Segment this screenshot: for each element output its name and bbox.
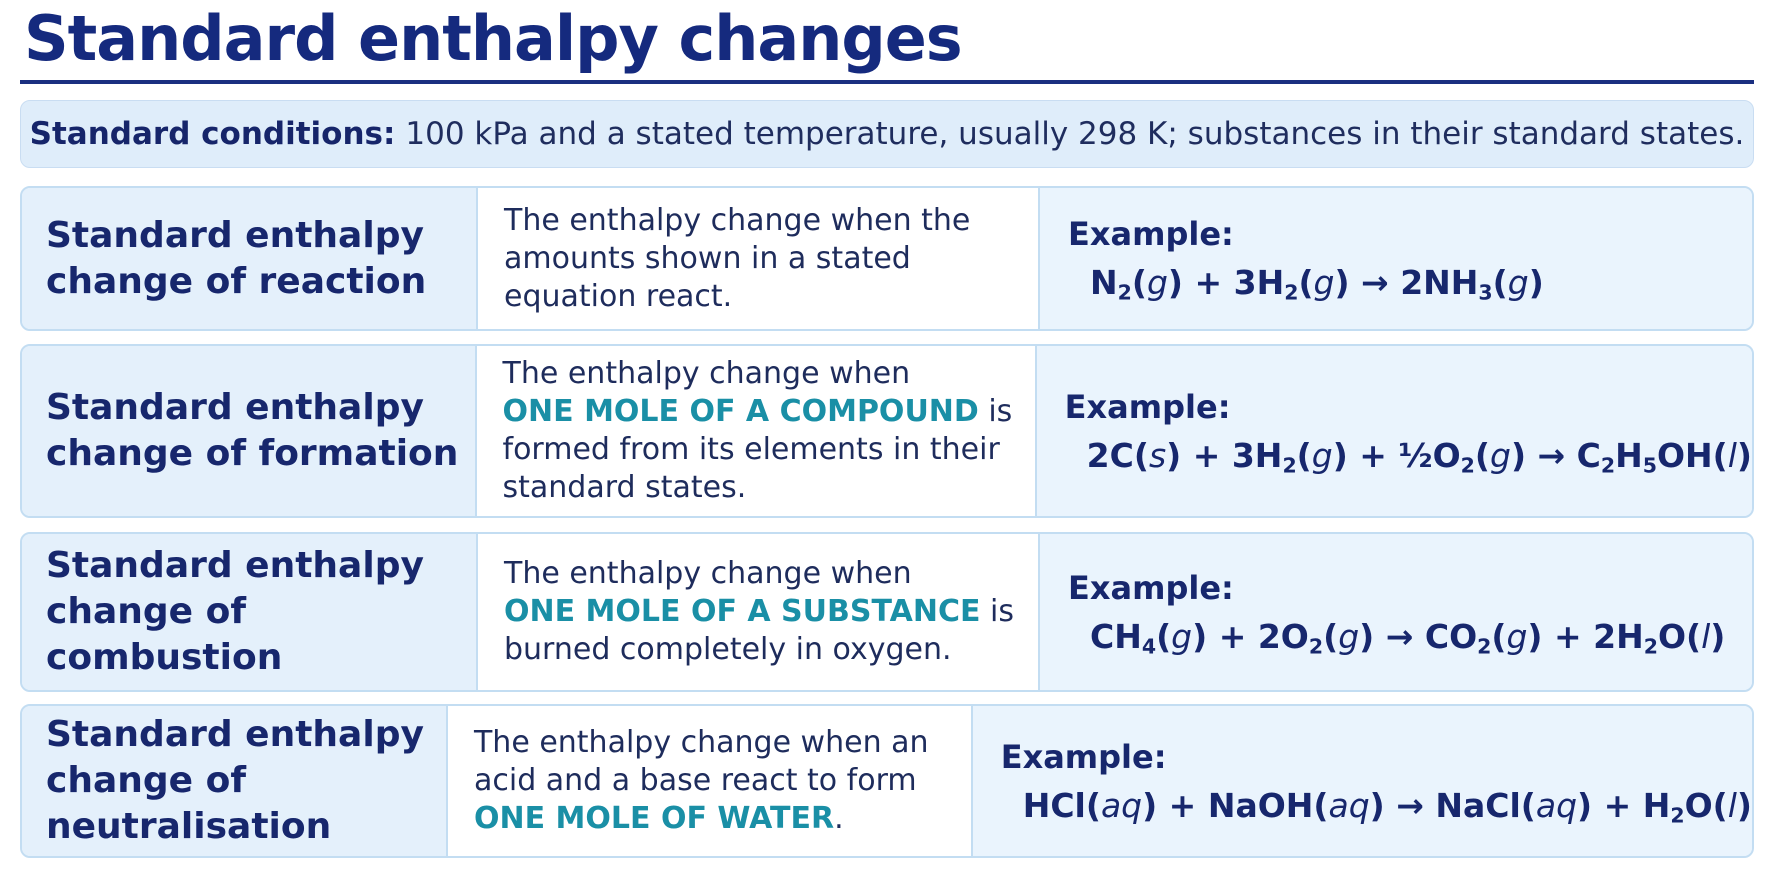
definition-text: is <box>980 594 1014 629</box>
definition-line: formed from its elements in their <box>502 432 1000 467</box>
example-label: Example: <box>1068 568 1234 607</box>
definition-line: The enthalpy change when <box>504 556 912 591</box>
definition-line: The enthalpy change when an <box>473 725 929 760</box>
example-label: Example: <box>1000 737 1167 776</box>
term-line: change of formation <box>46 433 459 474</box>
definition-line: ONE MOLE OF A SUBSTANCE is <box>504 593 1038 631</box>
definition-cell: The enthalpy change when an acid and a b… <box>447 706 973 856</box>
definition-text: . <box>834 801 844 836</box>
definition-line: amounts shown in a stated <box>504 240 911 276</box>
example-equation: CH4(g) + 2O2(g) → CO2(g) + 2H2O(l) <box>1090 616 1726 659</box>
definition-line: The enthalpy change when the <box>504 202 971 238</box>
definition-line: ONE MOLE OF A COMPOUND is <box>503 393 1035 431</box>
definition-line: equation react. <box>504 278 733 314</box>
definition-text: is <box>978 394 1013 429</box>
title-underline <box>20 80 1754 84</box>
definition-line: standard states. <box>502 470 747 505</box>
term-cell: Standard enthalpy change of reaction <box>22 188 478 329</box>
row-reaction: Standard enthalpy change of reaction The… <box>20 186 1754 331</box>
term-cell: Standard enthalpy change of formation <box>22 346 477 516</box>
definition-line: acid and a base react to form <box>473 763 917 798</box>
definition-line: burned completely in oxygen. <box>504 632 952 667</box>
definition-line: The enthalpy change when <box>502 356 911 391</box>
highlight-text: ONE MOLE OF A SUBSTANCE <box>504 594 981 629</box>
standard-conditions-banner: Standard conditions: 100 kPa and a state… <box>20 100 1754 168</box>
row-formation: Standard enthalpy change of formation Th… <box>20 344 1754 518</box>
term-line: change of combustion <box>46 591 283 678</box>
example-cell: Example: 2C(s) + 3H2(g) + ½O2(g) → C2H5O… <box>1036 346 1752 516</box>
term-line: Standard enthalpy <box>46 387 424 428</box>
conditions-text: 100 kPa and a stated temperature, usuall… <box>405 116 1745 152</box>
term-line: Standard enthalpy <box>46 714 424 755</box>
example-cell: Example: HCl(aq) + NaOH(aq) → NaCl(aq) +… <box>972 706 1752 856</box>
row-neutralisation: Standard enthalpy change of neutralisati… <box>20 704 1754 858</box>
example-cell: Example: CH4(g) + 2O2(g) → CO2(g) + 2H2O… <box>1040 534 1752 690</box>
example-equation: 2C(s) + 3H2(g) + ½O2(g) → C2H5OH(l) <box>1086 435 1752 478</box>
highlight-text: ONE MOLE OF A COMPOUND <box>502 394 979 429</box>
example-label: Example: <box>1064 387 1231 426</box>
example-equation: N2(g) + 3H2(g) → 2NH3(g) <box>1090 263 1544 305</box>
definition-cell: The enthalpy change when ONE MOLE OF A C… <box>476 346 1037 516</box>
example-equation: HCl(aq) + NaOH(aq) → NaCl(aq) + H2O(l) <box>1022 785 1752 828</box>
conditions-label: Standard conditions: <box>29 116 396 152</box>
term-line: change of reaction <box>46 260 427 302</box>
term-line: Standard enthalpy <box>46 214 424 256</box>
definition-cell: The enthalpy change when ONE MOLE OF A S… <box>478 534 1040 690</box>
highlight-text: ONE MOLE OF WATER <box>473 801 835 836</box>
definition-cell: The enthalpy change when the amounts sho… <box>478 188 1040 329</box>
term-line: Standard enthalpy <box>46 545 424 586</box>
page-title: Standard enthalpy changes <box>24 2 963 75</box>
term-line: change of neutralisation <box>46 760 332 847</box>
term-cell: Standard enthalpy change of combustion <box>22 534 478 690</box>
term-cell: Standard enthalpy change of neutralisati… <box>22 706 448 856</box>
definition-line: ONE MOLE OF WATER. <box>474 800 971 838</box>
example-cell: Example: N2(g) + 3H2(g) → 2NH3(g) <box>1040 188 1752 329</box>
row-combustion: Standard enthalpy change of combustion T… <box>20 532 1754 692</box>
example-label: Example: <box>1068 215 1234 253</box>
